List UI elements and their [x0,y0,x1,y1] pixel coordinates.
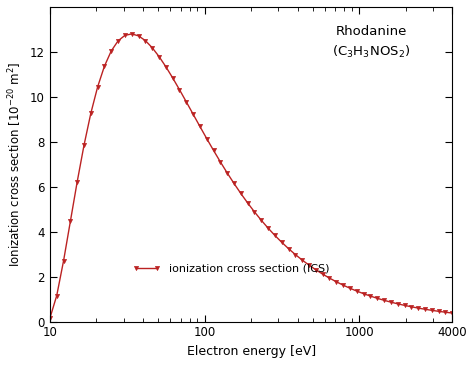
Legend: ionization cross section (ICS): ionization cross section (ICS) [128,260,334,278]
Text: Rhodanine
(C$_3$H$_3$NOS$_2$): Rhodanine (C$_3$H$_3$NOS$_2$) [332,25,410,60]
ionization cross section (ICS) [156,54,162,59]
ionization cross section (ICS) [306,263,312,267]
ionization cross section (ICS) [170,76,175,80]
ionization cross section (ICS) [47,316,53,320]
ionization cross section (ICS) [115,39,121,43]
ionization cross section (ICS) [190,112,196,116]
ionization cross section (ICS) [129,32,135,36]
X-axis label: Electron energy [eV]: Electron energy [eV] [186,345,316,358]
ionization cross section (ICS) [449,311,455,315]
Y-axis label: Ionization cross section [$10^{-20}$ m$^2$]: Ionization cross section [$10^{-20}$ m$^… [7,62,25,267]
Line: ionization cross section (ICS): ionization cross section (ICS) [48,32,454,320]
ionization cross section (ICS) [183,100,189,104]
